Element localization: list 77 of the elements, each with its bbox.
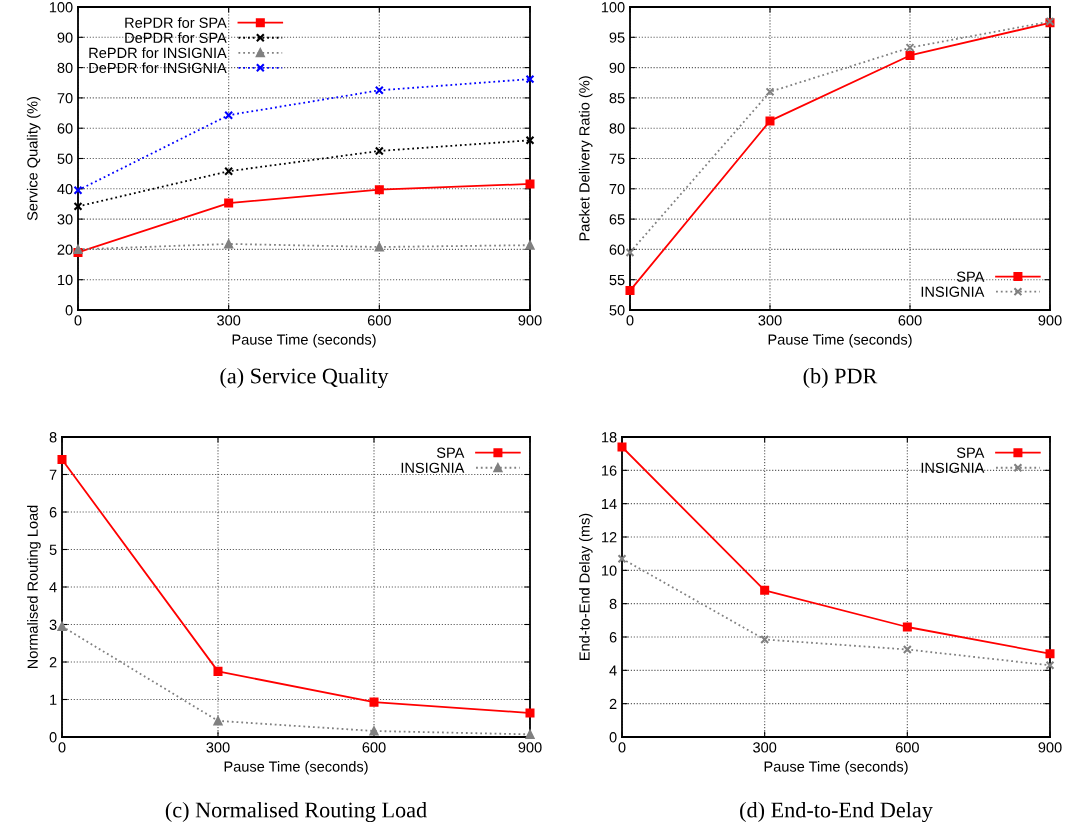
y-tick-label: 80 xyxy=(57,62,73,74)
y-tick-label: 90 xyxy=(57,32,73,43)
legend-label: DePDR for SPA xyxy=(125,32,227,43)
y-tick-label: 0 xyxy=(49,732,57,743)
x-tick-label: 900 xyxy=(1038,742,1062,753)
y-tick-label: 10 xyxy=(602,565,617,576)
y-tick-label: 75 xyxy=(609,153,625,164)
y-tick-label: 40 xyxy=(57,183,73,195)
y-tick-label: 20 xyxy=(57,244,73,255)
legend-label: INSIGNIA xyxy=(921,462,985,473)
y-tick-label: 4 xyxy=(609,665,617,676)
x-tick-label: 300 xyxy=(758,315,782,326)
y-tick-label: 12 xyxy=(602,532,617,543)
legend-label: DePDR for INSIGNIA xyxy=(89,62,227,74)
legend-label: INSIGNIA xyxy=(921,286,985,297)
x-tick-label: 900 xyxy=(518,315,542,326)
x-axis-title: Pause Time (seconds) xyxy=(768,334,912,348)
text: (a) Service Quality xyxy=(220,367,389,389)
y-axis-title: End-to-End Delay (ms) xyxy=(578,513,593,660)
y-tick-label: 6 xyxy=(609,632,617,643)
legend-label: INSIGNIA xyxy=(401,462,465,473)
y-tick-label: 50 xyxy=(609,305,625,316)
legend-label: RePDR for INSIGNIA xyxy=(89,47,227,59)
y-tick-label: 70 xyxy=(609,183,625,195)
y-axis-title: Normalised Routing Load xyxy=(27,505,41,669)
x-axis-title: Pause Time (seconds) xyxy=(232,334,376,348)
y-tick-label: 100 xyxy=(601,2,625,13)
y-tick-label: 7 xyxy=(49,469,57,480)
y-tick-label: 5 xyxy=(49,544,57,555)
y-tick-label: 65 xyxy=(609,214,625,225)
y-tick-label: 1 xyxy=(50,694,57,705)
y-tick-label: 0 xyxy=(65,305,73,316)
y-tick-label: 0 xyxy=(609,732,617,743)
y-tick-label: 14 xyxy=(602,498,617,509)
y-tick-label: 2 xyxy=(49,657,57,668)
x-tick-label: 900 xyxy=(1038,315,1062,326)
y-tick-label: 18 xyxy=(602,432,617,443)
x-tick-label: 600 xyxy=(362,742,386,753)
x-tick-label: 900 xyxy=(518,742,542,753)
text: (c) Normalised Routing Load xyxy=(165,801,427,823)
y-tick-label: 6 xyxy=(49,507,57,518)
x-axis-title: Pause Time (seconds) xyxy=(764,761,908,775)
x-axis-title: Pause Time (seconds) xyxy=(224,761,368,775)
y-tick-label: 100 xyxy=(49,2,73,13)
y-tick-label: 3 xyxy=(49,619,57,630)
y-tick-label: 60 xyxy=(57,123,73,134)
y-tick-label: 55 xyxy=(609,274,625,286)
x-tick-label: 300 xyxy=(753,742,777,753)
y-tick-label: 10 xyxy=(58,274,73,286)
y-tick-label: 8 xyxy=(49,432,57,443)
y-tick-label: 85 xyxy=(609,93,625,104)
y-tick-label: 8 xyxy=(609,598,617,610)
x-tick-label: 0 xyxy=(626,315,634,326)
x-tick-label: 300 xyxy=(217,315,241,326)
y-tick-label: 95 xyxy=(609,32,625,43)
text: (d) End-to-End Delay xyxy=(740,801,933,823)
y-tick-label: 80 xyxy=(609,123,625,134)
legend-label: RePDR for SPA xyxy=(125,17,227,28)
x-tick-label: 600 xyxy=(367,315,391,326)
y-axis-title: Service Quality (%) xyxy=(26,97,41,221)
legend-label: SPA xyxy=(956,271,985,282)
x-tick-label: 600 xyxy=(895,742,919,753)
x-tick-label: 600 xyxy=(898,315,922,326)
y-tick-label: 2 xyxy=(609,698,617,709)
x-tick-label: 0 xyxy=(74,315,82,326)
y-tick-label: 90 xyxy=(609,62,625,74)
y-tick-label: 70 xyxy=(57,93,73,104)
x-tick-label: 300 xyxy=(206,742,230,753)
y-tick-label: 50 xyxy=(57,153,73,164)
text: (b) PDR xyxy=(803,367,878,389)
legend-label: SPA xyxy=(956,447,985,458)
y-axis-title: Packet Delivery Ratio (%) xyxy=(578,76,593,241)
y-tick-label: 16 xyxy=(602,465,617,476)
y-tick-label: 30 xyxy=(57,214,73,225)
y-tick-label: 60 xyxy=(609,244,625,255)
legend-label: SPA xyxy=(436,447,465,458)
y-tick-label: 4 xyxy=(49,582,57,593)
